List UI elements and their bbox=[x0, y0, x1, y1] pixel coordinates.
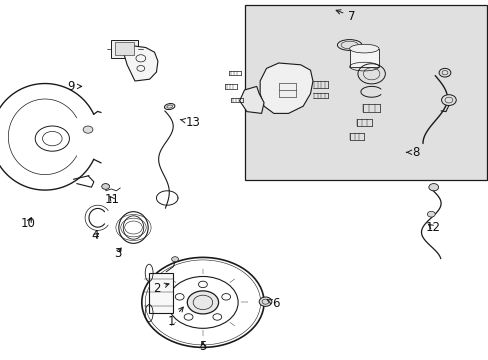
Text: 10: 10 bbox=[21, 217, 36, 230]
Bar bbox=[115, 42, 134, 55]
Text: 4: 4 bbox=[91, 229, 99, 242]
Ellipse shape bbox=[349, 44, 378, 53]
Text: 7: 7 bbox=[335, 10, 355, 23]
Polygon shape bbox=[123, 46, 158, 81]
Polygon shape bbox=[260, 63, 312, 113]
Text: 3: 3 bbox=[113, 247, 121, 260]
Text: 8: 8 bbox=[406, 146, 419, 159]
Circle shape bbox=[187, 291, 218, 314]
Circle shape bbox=[441, 95, 455, 105]
Polygon shape bbox=[239, 86, 264, 113]
Text: 2: 2 bbox=[152, 282, 169, 294]
Circle shape bbox=[438, 68, 450, 77]
Bar bbox=[245, 5, 486, 180]
Text: 13: 13 bbox=[180, 116, 200, 129]
Circle shape bbox=[428, 184, 438, 191]
Text: 5: 5 bbox=[199, 340, 206, 353]
Text: 11: 11 bbox=[105, 193, 120, 206]
Bar bbox=[149, 273, 172, 313]
Circle shape bbox=[171, 257, 178, 262]
Circle shape bbox=[427, 211, 434, 217]
Text: 9: 9 bbox=[67, 80, 81, 93]
Ellipse shape bbox=[164, 104, 175, 109]
Circle shape bbox=[83, 126, 93, 133]
Circle shape bbox=[102, 184, 109, 189]
Bar bbox=[349, 49, 378, 67]
Circle shape bbox=[259, 297, 271, 306]
Text: 6: 6 bbox=[266, 297, 280, 310]
Text: 12: 12 bbox=[425, 221, 439, 234]
Bar bbox=[111, 40, 138, 58]
Text: 1: 1 bbox=[167, 307, 183, 328]
